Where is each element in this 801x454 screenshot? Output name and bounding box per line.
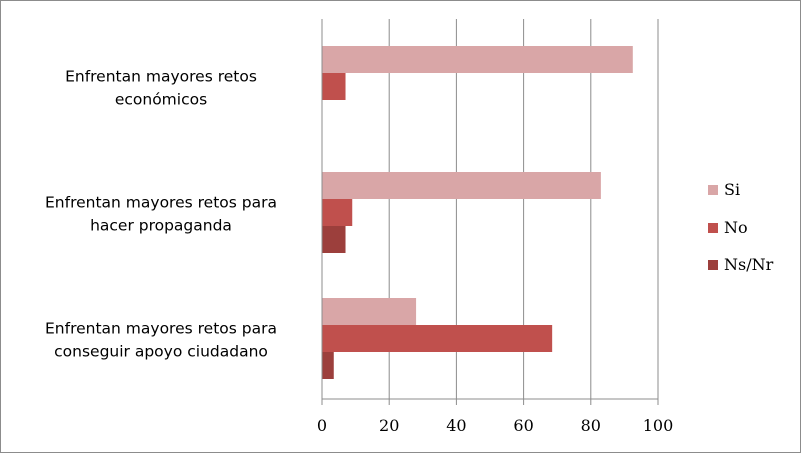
category-label: Enfrentan mayores retos para <box>45 194 277 212</box>
legend-label: Ns/Nr <box>724 255 774 274</box>
axes <box>321 19 659 405</box>
legend-label: Si <box>724 180 740 199</box>
bar-no-1 <box>322 73 346 100</box>
category-label: económicos <box>115 91 207 109</box>
category-label: Enfrentan mayores retos para <box>45 320 277 338</box>
legend[interactable]: Si No Ns/Nr <box>708 180 774 274</box>
x-tick-label: 80 <box>581 416 601 435</box>
x-tick-label: 100 <box>643 416 674 435</box>
bar-no-2 <box>322 199 353 226</box>
bar-nsnr-2 <box>322 226 346 253</box>
category-label: hacer propaganda <box>90 217 232 235</box>
legend-item-nsnr[interactable]: Ns/Nr <box>708 255 774 274</box>
legend-swatch <box>708 260 718 270</box>
bar-si-1 <box>322 46 633 73</box>
bar-no-3 <box>322 325 553 352</box>
x-tick-labels: 0 20 40 60 80 100 <box>317 416 673 435</box>
bar-si-2 <box>322 172 601 199</box>
legend-label: No <box>724 218 748 237</box>
legend-item-no[interactable]: No <box>708 218 748 237</box>
category-label: conseguir apoyo ciudadano <box>54 343 268 361</box>
category-labels: Enfrentan mayores retos económicos Enfrent… <box>45 68 277 361</box>
bar-si-3 <box>322 298 417 325</box>
bar-nsnr-3 <box>322 352 334 379</box>
bars <box>322 46 633 379</box>
legend-swatch <box>708 223 718 233</box>
legend-item-si[interactable]: Si <box>708 180 740 199</box>
x-tick-label: 40 <box>446 416 466 435</box>
x-tick-label: 20 <box>379 416 399 435</box>
x-tick-label: 0 <box>317 416 327 435</box>
x-tick-label: 60 <box>513 416 533 435</box>
legend-swatch <box>708 185 718 195</box>
category-label: Enfrentan mayores retos <box>65 68 257 86</box>
